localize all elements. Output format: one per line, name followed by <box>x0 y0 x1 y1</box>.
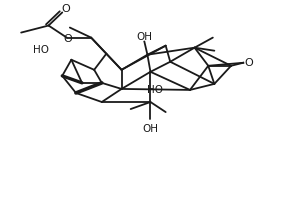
Text: HO: HO <box>147 85 163 95</box>
Text: HO: HO <box>33 45 49 55</box>
Text: O: O <box>61 4 70 14</box>
Text: O: O <box>245 58 254 68</box>
Text: OH: OH <box>136 32 152 42</box>
Text: O: O <box>64 34 72 44</box>
Text: OH: OH <box>142 124 158 134</box>
